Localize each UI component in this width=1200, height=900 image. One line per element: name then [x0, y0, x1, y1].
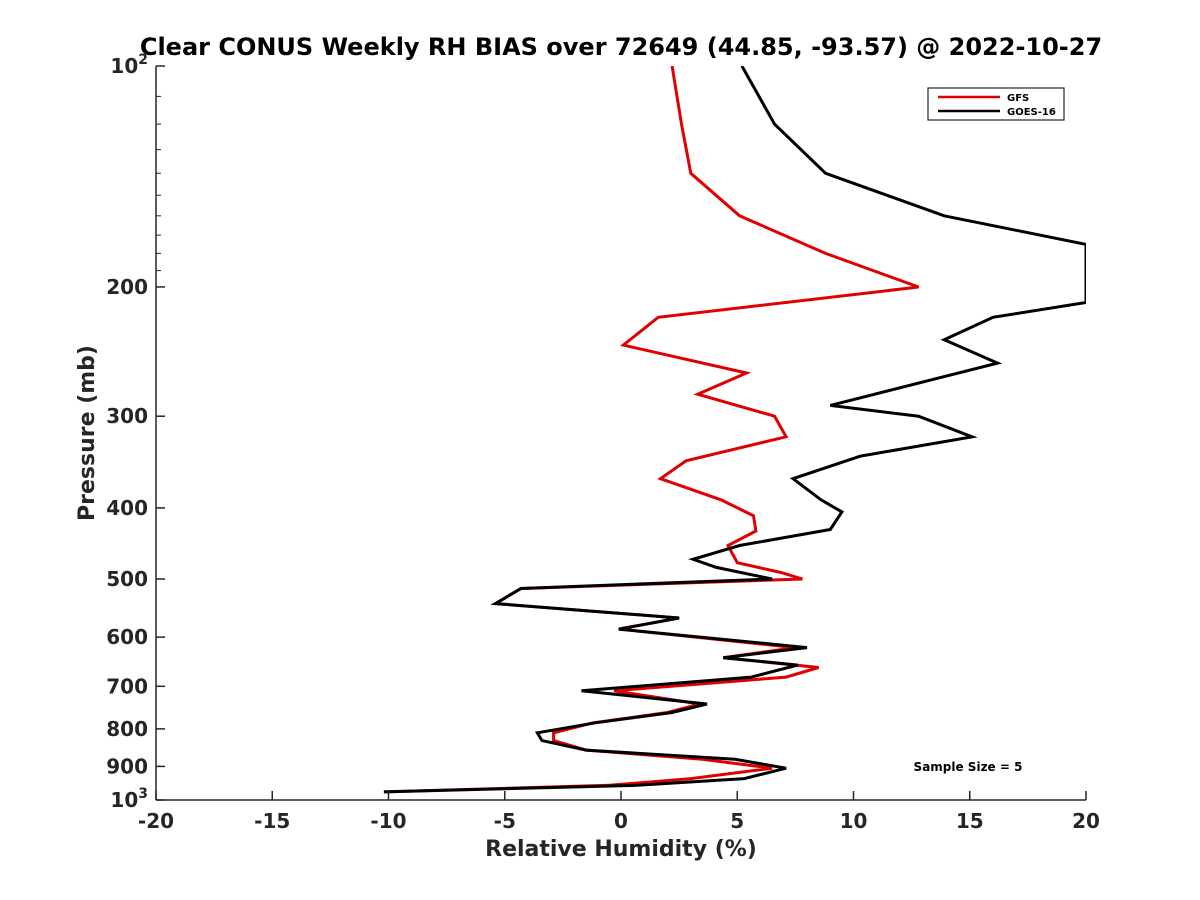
legend-label-goes16: GOES-16 — [1007, 107, 1056, 118]
chart-title: Clear CONUS Weekly RH BIAS over 72649 (4… — [140, 33, 1102, 61]
x-tick-label: 20 — [1072, 809, 1100, 833]
x-tick-label: -5 — [494, 809, 516, 833]
y-tick-label: 300 — [106, 404, 148, 428]
y-tick-label: 400 — [106, 496, 148, 520]
legend-label-gfs: GFS — [1007, 93, 1029, 104]
y-tick-label: 600 — [106, 625, 148, 649]
y-tick-label: 200 — [106, 275, 148, 299]
plot-area — [383, 66, 1086, 794]
series-line-goes16 — [383, 66, 1086, 794]
series-line-gfs — [383, 66, 920, 794]
y-tick-label: 102 — [110, 52, 148, 78]
x-axis-label: Relative Humidity (%) — [485, 837, 757, 862]
y-tick-label: 700 — [106, 674, 148, 698]
legend: GFS GOES-16 — [927, 87, 1065, 121]
y-axis-label: Pressure (mb) — [75, 345, 100, 521]
sample-size-annotation: Sample Size = 5 — [914, 760, 1023, 774]
x-tick-label: 5 — [730, 809, 744, 833]
x-tick-label: -10 — [370, 809, 406, 833]
y-tick-label: 103 — [110, 786, 148, 812]
x-tick-label: -15 — [254, 809, 290, 833]
y-tick-label: 500 — [106, 567, 148, 591]
x-tick-label: -20 — [138, 809, 174, 833]
y-tick-label: 900 — [106, 754, 148, 778]
legend-box — [927, 87, 1065, 121]
axes: -20 -15 -10 -5 0 5 10 15 20 102 200 300 400 500 600 700… — [106, 52, 1100, 833]
y-tick-label: 800 — [106, 717, 148, 741]
x-tick-label: 15 — [956, 809, 984, 833]
x-tick-label: 0 — [614, 809, 628, 833]
x-tick-label: 10 — [840, 809, 868, 833]
